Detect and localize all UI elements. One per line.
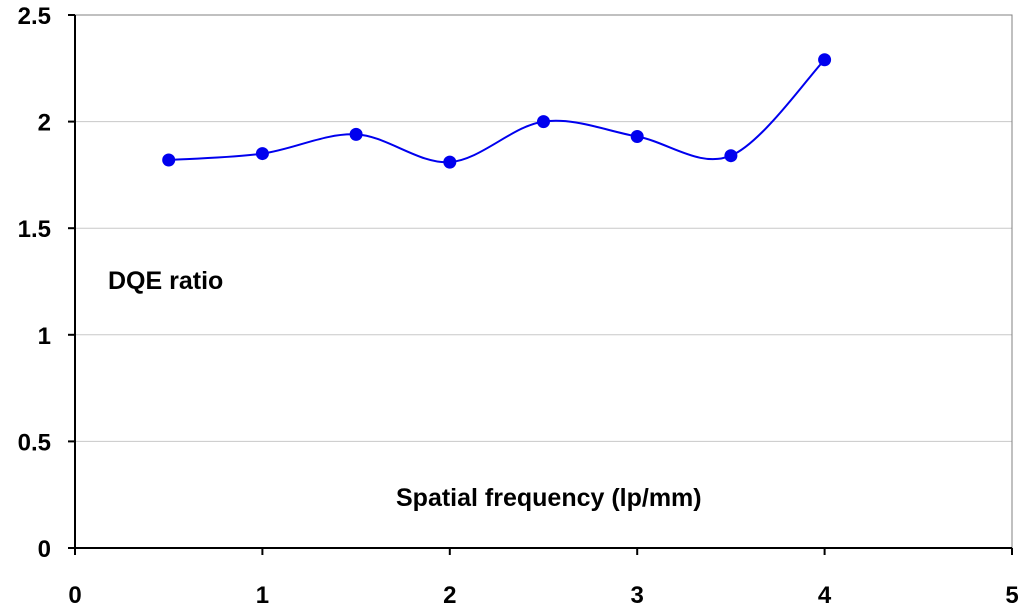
data-point <box>537 115 550 129</box>
y-tick-label: 2 <box>38 110 51 137</box>
x-axis-ticks: 0 1 2 3 4 5 <box>68 548 1019 609</box>
series-line <box>168 59 826 164</box>
y-tick-label: 0 <box>38 536 51 563</box>
x-tick-label: 3 <box>631 582 644 609</box>
data-point <box>255 147 269 161</box>
series-points <box>162 53 832 169</box>
data-point <box>724 149 738 163</box>
data-point <box>818 53 832 67</box>
y-tick-label: 1 <box>38 323 51 350</box>
gridlines <box>75 14 1012 442</box>
y-tick-label: 0.5 <box>18 429 51 456</box>
y-axis-ticks: 0 0.5 1 1.5 2 2.5 <box>18 3 75 563</box>
x-tick-label: 4 <box>818 582 832 609</box>
y-axis-label: DQE ratio <box>108 267 223 295</box>
data-point <box>630 130 644 144</box>
x-tick-label: 2 <box>443 582 456 609</box>
data-point <box>349 127 363 141</box>
y-tick-label: 2.5 <box>18 3 51 30</box>
data-point <box>162 153 176 167</box>
y-tick-label: 1.5 <box>18 216 51 243</box>
x-tick-label: 0 <box>68 582 81 609</box>
x-tick-label: 1 <box>256 582 269 609</box>
x-tick-label: 5 <box>1005 582 1018 609</box>
x-axis-label: Spatial frequency (lp/mm) <box>396 484 702 512</box>
data-point <box>443 155 457 169</box>
